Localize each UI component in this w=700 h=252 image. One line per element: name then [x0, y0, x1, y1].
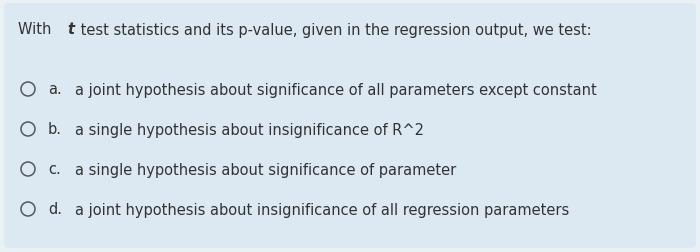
Text: a single hypothesis about significance of parameter: a single hypothesis about significance o…: [75, 162, 456, 177]
Text: With: With: [18, 22, 56, 37]
Text: a.: a.: [48, 82, 62, 97]
Text: b.: b.: [48, 122, 62, 137]
Text: test statistics and its p-value, given in the regression output, we test:: test statistics and its p-value, given i…: [76, 22, 592, 37]
Text: a single hypothesis about insignificance of R^2: a single hypothesis about insignificance…: [75, 122, 424, 137]
Text: c.: c.: [48, 162, 61, 177]
Text: d.: d.: [48, 202, 62, 217]
Text: a joint hypothesis about significance of all parameters except constant: a joint hypothesis about significance of…: [75, 82, 596, 97]
Text: a joint hypothesis about insignificance of all regression parameters: a joint hypothesis about insignificance …: [75, 202, 569, 217]
Text: t: t: [67, 22, 74, 37]
FancyBboxPatch shape: [4, 4, 696, 248]
